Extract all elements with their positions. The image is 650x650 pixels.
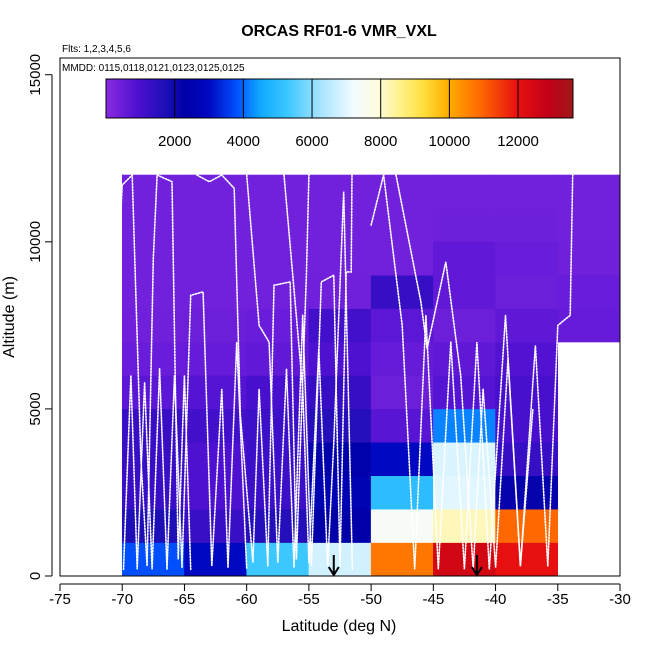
heatmap-cell: [495, 208, 559, 243]
heatmap-cell: [184, 442, 247, 476]
heatmap-cell: [308, 475, 372, 510]
flights-subtitle: Flts: 1,2,3,4,5,6: [62, 44, 131, 55]
heatmap-cell: [433, 375, 496, 410]
colorbar-gradient: [105, 78, 574, 119]
heatmap-cell: [557, 274, 620, 309]
colorbar-tick-label: 6000: [295, 133, 328, 150]
heatmap-cell: [557, 208, 620, 243]
heatmap-cell: [184, 542, 247, 576]
heatmap-cell: [370, 442, 434, 476]
colorbar-tick-label: 12000: [497, 133, 539, 150]
heatmap-cell: [370, 475, 434, 510]
heatmap-cell: [246, 241, 310, 276]
heatmap-cell: [370, 241, 434, 276]
heatmap-cell: [370, 542, 434, 576]
heatmap-cell: [557, 308, 620, 343]
y-axis: 0 5000 10000 15000: [27, 54, 53, 580]
flight-track-line: [370, 174, 574, 570]
arrow-markers: [327, 555, 483, 577]
x-tick-label: -50: [360, 591, 382, 608]
heatmap-cell: [308, 174, 372, 209]
arrow-marker-head: [327, 566, 340, 577]
colorbar-tick-label: 8000: [364, 133, 397, 150]
heatmap-cell: [246, 508, 310, 543]
heatmap-cell: [184, 375, 247, 410]
heatmap-cell: [184, 174, 247, 209]
heatmap-cell: [121, 208, 185, 243]
heatmap-cell: [433, 208, 496, 243]
heatmap-cell: [308, 208, 372, 243]
flight-track-line: [111, 173, 192, 571]
x-tick-label: -70: [111, 591, 133, 608]
heatmap-cell: [433, 442, 496, 476]
chart-title: ORCAS RF01-6 VMR_VXL: [241, 23, 437, 40]
x-tick-label: -35: [547, 591, 569, 608]
x-tick-label: -30: [609, 591, 631, 608]
colorbar-tick-label: 10000: [429, 133, 471, 150]
heatmap-cell: [370, 208, 434, 243]
dates-subtitle: MMDD: 0115,0118,0121,0123,0125,0125: [62, 63, 245, 74]
heatmap-cell: [557, 241, 620, 276]
flight-track-line: [245, 124, 354, 568]
heatmap-cell: [433, 341, 496, 376]
heatmap-cell: [495, 408, 559, 443]
colorbar-tick-label: 4000: [227, 133, 260, 150]
heatmap-cell: [121, 174, 185, 209]
x-tick-label: -40: [485, 591, 507, 608]
x-tick-label: -60: [236, 591, 258, 608]
heatmap-cell: [184, 241, 247, 276]
heatmap-cell: [370, 174, 434, 209]
heatmap-cell: [433, 508, 496, 543]
heatmap-cell: [246, 208, 310, 243]
heatmap-cell: [370, 408, 434, 443]
y-axis-label: Altitude (m): [1, 276, 18, 358]
heatmap-cell: [246, 375, 310, 410]
heatmap-cell: [121, 442, 185, 476]
x-axis: -75 -70 -65 -60 -55 -50 -45 -40 -35 -30: [49, 583, 631, 608]
y-tick-label: 15000: [27, 54, 44, 96]
x-tick-label: -75: [49, 591, 71, 608]
heatmap-cell: [308, 442, 372, 476]
flight-tracks: [111, 124, 574, 571]
y-tick-label: 5000: [27, 392, 44, 425]
colorbar: 2000 4000 6000 8000 10000 12000: [105, 78, 574, 150]
heatmap-cell: [370, 508, 434, 543]
colorbar-tick-label: 2000: [158, 133, 191, 150]
heatmap-cell: [246, 174, 310, 209]
y-tick-label: 0: [27, 572, 44, 580]
x-axis-label: Latitude (deg N): [282, 618, 397, 635]
flight-track-line: [196, 174, 310, 567]
flight-track-line: [283, 174, 354, 571]
heatmap-cell: [433, 241, 496, 276]
heatmap-cell: [308, 308, 372, 343]
x-tick-label: -65: [174, 591, 196, 608]
heatmap-cell: [370, 375, 434, 410]
heatmap-cell: [184, 208, 247, 243]
heatmap-cell: [121, 475, 185, 510]
x-tick-label: -45: [422, 591, 444, 608]
heatmap-cell: [433, 174, 496, 209]
heatmap-cell: [246, 308, 310, 343]
plot-frame: [59, 57, 621, 577]
heatmap-cell: [433, 308, 496, 343]
heatmap-cell: [184, 508, 247, 543]
heatmap-cell: [308, 408, 372, 443]
x-tick-label: -55: [298, 591, 320, 608]
heatmap-cell: [495, 274, 559, 309]
heatmap-cell: [557, 174, 620, 209]
heatmap-cell: [495, 241, 559, 276]
arrow-marker-head: [471, 566, 483, 577]
heatmap-cell: [495, 174, 559, 209]
heatmap-cell: [246, 341, 310, 376]
flight-track-line: [122, 290, 248, 571]
heatmap-cell: [495, 341, 559, 376]
heatmap-cells: [121, 174, 620, 576]
y-tick-label: 10000: [27, 221, 44, 263]
heatmap-cell: [370, 274, 434, 309]
heatmap-cell: [184, 408, 247, 443]
